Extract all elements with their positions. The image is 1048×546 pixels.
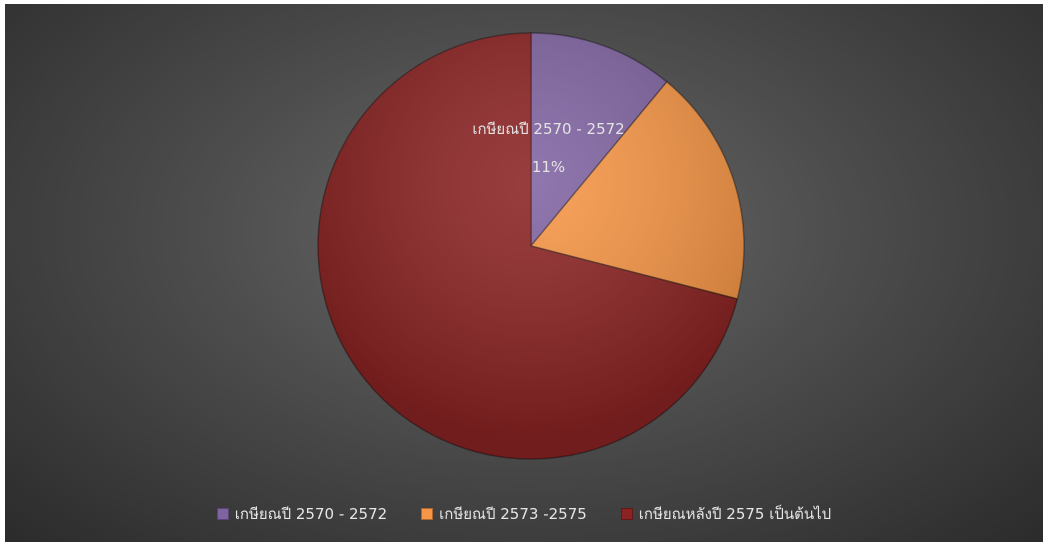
legend: เกษียณปี 2570 - 2572 เกษียณปี 2573 -2575… [5,502,1043,526]
legend-item-after-2575[interactable]: เกษียณหลังปี 2575 เป็นต้นไป [620,502,832,526]
legend-label: เกษียณปี 2573 -2575 [439,505,587,523]
chart-area: เกษียณปี 2570 - 2572 11% เกษียณปี 2570 - … [5,4,1043,542]
legend-swatch-red [620,508,633,520]
legend-swatch-orange [421,508,434,520]
data-label-category-0: เกษียณปี 2570 - 2572 [472,120,624,138]
legend-label: เกษียณหลังปี 2575 เป็นต้นไป [638,505,832,523]
legend-swatch-purple [216,508,229,520]
legend-item-2573-2575[interactable]: เกษียณปี 2573 -2575 [421,502,587,526]
data-label-percent-0: 11% [532,158,565,176]
legend-item-2570-2572[interactable]: เกษียณปี 2570 - 2572 [216,502,388,526]
pie-chart: เกษียณปี 2570 - 2572 11% [317,32,745,460]
legend-label: เกษียณปี 2570 - 2572 [234,505,388,523]
